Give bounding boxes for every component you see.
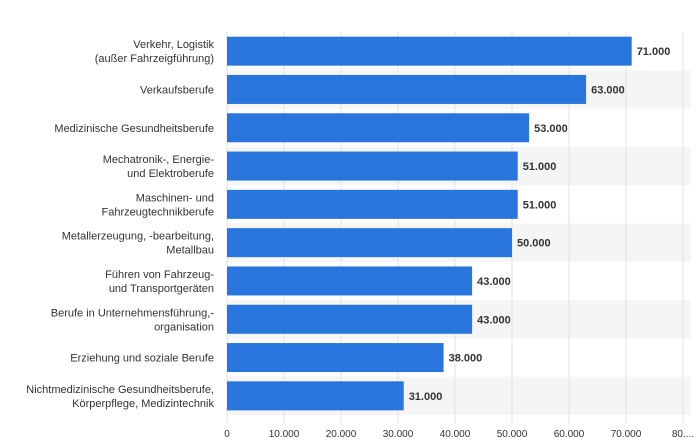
data-labels: 71.000 63.000 53.000 51.000 51.000 50.000 43.0… bbox=[409, 46, 671, 403]
category-label-line: Berufe in Unternehmensführung,- bbox=[51, 307, 215, 319]
data-label: 63.000 bbox=[591, 84, 625, 96]
x-tick-label: 30.000 bbox=[383, 429, 414, 440]
bars bbox=[227, 36, 632, 411]
bar bbox=[227, 113, 530, 143]
category-label-line: Verkehr, Logistik bbox=[133, 39, 214, 51]
category-label: Verkehr, Logistik (außer Fahrzeigführung) bbox=[95, 39, 215, 65]
x-tick-label: 50.000 bbox=[497, 429, 528, 440]
category-label-line: (außer Fahrzeigführung) bbox=[95, 53, 214, 65]
data-label: 53.000 bbox=[534, 123, 568, 135]
category-label: Nichtmedizinische Gesundheitsberufe, Körp… bbox=[26, 384, 214, 410]
x-tick-label: 20.000 bbox=[326, 429, 357, 440]
category-label-line: Körperpflege, Medizintechnik bbox=[72, 398, 214, 410]
data-label: 43.000 bbox=[477, 314, 511, 326]
category-label: Berufe in Unternehmensführung,- organisat… bbox=[51, 307, 215, 333]
bar bbox=[227, 151, 518, 181]
x-tick-label: 0 bbox=[224, 429, 230, 440]
category-label-line: Mechatronik-, Energie- bbox=[103, 154, 215, 166]
x-tick-label: 10.000 bbox=[269, 429, 300, 440]
x-tick-label: 40.000 bbox=[440, 429, 471, 440]
category-labels: Verkehr, Logistik (außer Fahrzeigführung)… bbox=[26, 39, 214, 410]
data-label: 38.000 bbox=[449, 353, 483, 365]
category-label-line: organisation bbox=[154, 321, 214, 333]
category-label-line: und Transportgeräten bbox=[109, 283, 214, 295]
category-label: Maschinen- und Fahrzeugtechnikberufe bbox=[101, 192, 214, 218]
x-axis-ticks: 0 10.000 20.000 30.000 40.000 50.000 60.000 70.… bbox=[224, 429, 694, 440]
category-label-line: Erziehung und soziale Berufe bbox=[70, 353, 214, 365]
bar bbox=[227, 343, 444, 373]
category-label-line: Metallerzeugung, -bearbeitung, bbox=[62, 231, 214, 243]
data-label: 51.000 bbox=[523, 199, 557, 211]
bar bbox=[227, 189, 518, 219]
x-tick-label: 60.000 bbox=[554, 429, 585, 440]
category-label-line: Medizinische Gesundheitsberufe bbox=[54, 123, 214, 135]
bar bbox=[227, 74, 587, 104]
category-label-line: Fahrzeugtechnikberufe bbox=[101, 206, 214, 218]
category-label: Verkaufsberufe bbox=[140, 84, 214, 96]
category-label-line: Metallbau bbox=[166, 245, 214, 257]
data-label: 31.000 bbox=[409, 391, 443, 403]
category-label-line: Maschinen- und bbox=[136, 192, 214, 204]
bar bbox=[227, 228, 512, 258]
x-tick-label: 70.000 bbox=[611, 429, 642, 440]
category-label-line: und Elektroberufe bbox=[127, 168, 214, 180]
bar bbox=[227, 381, 404, 411]
category-label: Führen von Fahrzeug-und Transportgeräten bbox=[105, 269, 214, 295]
data-label: 50.000 bbox=[517, 238, 551, 250]
category-label: Erziehung und soziale Berufe bbox=[70, 353, 214, 365]
category-label: Medizinische Gesundheitsberufe bbox=[54, 123, 214, 135]
category-label-line: Nichtmedizinische Gesundheitsberufe, bbox=[26, 384, 214, 396]
data-label: 43.000 bbox=[477, 276, 511, 288]
bar bbox=[227, 304, 473, 334]
x-tick-label: 80.... bbox=[672, 429, 694, 440]
bar bbox=[227, 36, 632, 66]
category-label-line: Verkaufsberufe bbox=[140, 84, 214, 96]
category-label-line: Führen von Fahrzeug- bbox=[105, 269, 214, 281]
data-label: 51.000 bbox=[523, 161, 557, 173]
bar bbox=[227, 266, 473, 296]
data-label: 71.000 bbox=[637, 46, 671, 58]
category-label: Mechatronik-, Energie-und Elektroberufe bbox=[103, 154, 215, 180]
category-label: Metallerzeugung, -bearbeitung, Metallbau bbox=[62, 231, 214, 257]
